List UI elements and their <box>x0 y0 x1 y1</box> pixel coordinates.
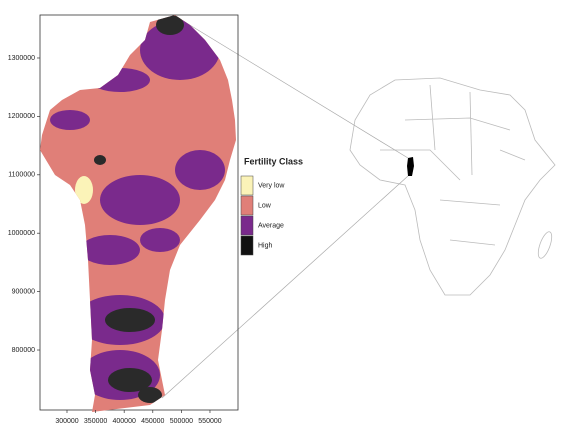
x-tick-label: 450000 <box>141 418 164 425</box>
zoom-lines <box>161 15 409 399</box>
legend-swatch <box>240 235 254 256</box>
legend-label: Average <box>258 222 284 229</box>
y-tick-label: 1000000 <box>8 230 35 237</box>
plot-frame <box>39 14 239 411</box>
y-tick-label: 800000 <box>12 347 35 354</box>
y-tick-label: 1100000 <box>8 172 35 179</box>
legend-label: Low <box>258 202 272 209</box>
africa-outline <box>349 77 556 296</box>
high-zones <box>94 15 184 403</box>
benin-locator <box>407 157 414 176</box>
madagascar <box>537 231 553 259</box>
x-tick-label: 300000 <box>55 418 78 425</box>
legend-swatch <box>240 175 254 196</box>
y-tick-label: 1300000 <box>8 55 35 62</box>
legend-label: High <box>258 242 273 249</box>
very-low-zone <box>75 176 93 204</box>
legend-title: Fertility Class <box>244 156 303 166</box>
country-borders <box>380 84 526 246</box>
x-tick-label: 500000 <box>170 418 193 425</box>
zoom-line <box>174 15 409 159</box>
y-tick-label: 900000 <box>12 288 35 295</box>
africa-map <box>349 77 556 296</box>
x-tick-label: 400000 <box>113 418 136 425</box>
legend-swatch <box>240 195 254 216</box>
x-tick-label: 550000 <box>198 418 221 425</box>
legend-swatch <box>240 215 254 236</box>
legend-label: Very low <box>258 182 285 189</box>
zoom-line <box>161 175 409 399</box>
x-tick-label: 350000 <box>84 418 107 425</box>
y-tick-label: 1200000 <box>8 113 35 120</box>
